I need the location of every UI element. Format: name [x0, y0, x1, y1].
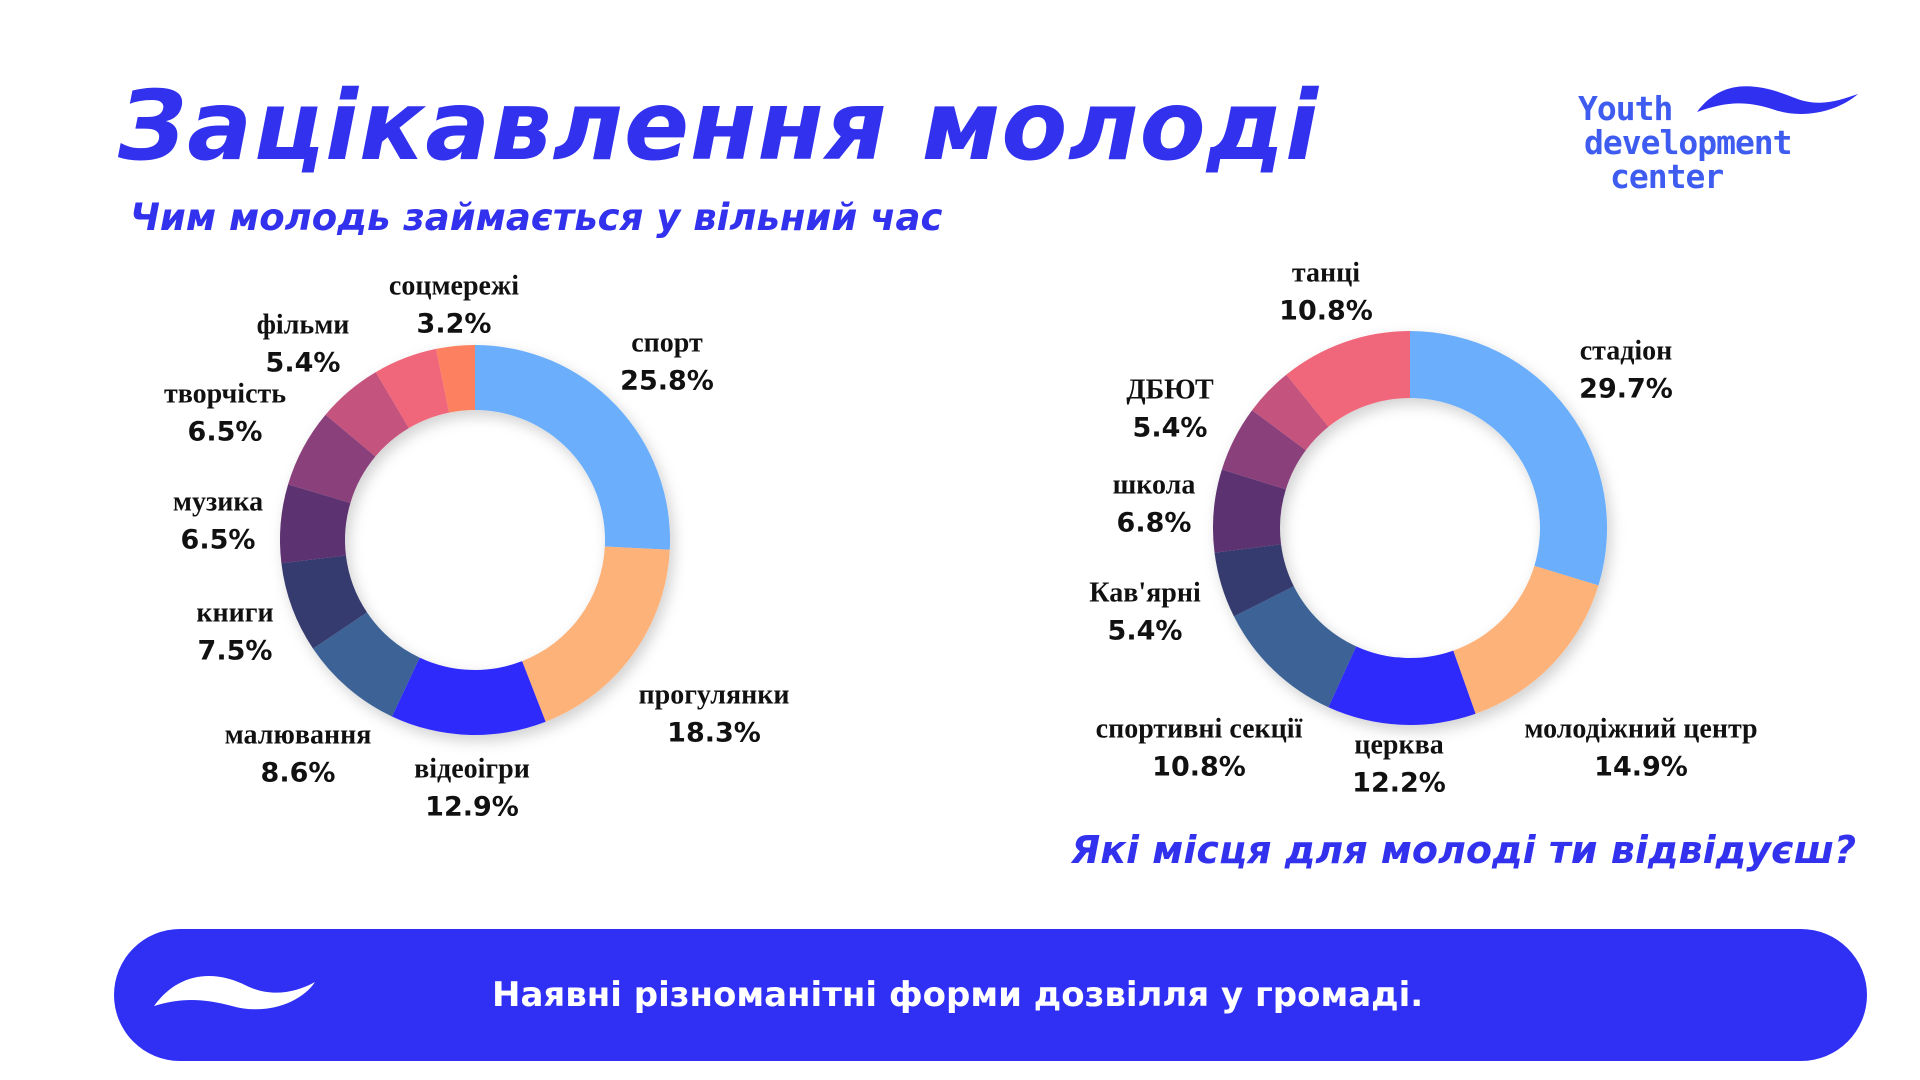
logo-text-line-1: Youth [1578, 89, 1673, 128]
donut-slice-стадіон [1409, 331, 1608, 586]
label-books: книги 7.5% [196, 597, 274, 667]
label-social-media: соцмережі 3.2% [388, 270, 520, 340]
wave-logo-icon [1697, 86, 1858, 115]
label-films: фільми 5.4% [256, 309, 350, 379]
banner-text: Наявні різноманітні форми дозвілля у гро… [492, 975, 1424, 1015]
label-sport-sections: спортивні секції 10.8% [1095, 713, 1303, 783]
logo: Youth development center [1570, 80, 1860, 200]
page-title: Зацікавлення молоді [118, 70, 1319, 182]
donut-slice-молодіжний-центр [1453, 565, 1599, 714]
label-music: музика 6.5% [172, 486, 264, 556]
label-school: школа 6.8% [1112, 469, 1196, 539]
label-videogames: відеоігри 12.9% [414, 753, 530, 823]
places-donut [1212, 331, 1608, 726]
label-cafes: Кав'ярні 5.4% [1089, 577, 1201, 647]
label-dbyut: ДБЮТ 5.4% [1126, 374, 1214, 444]
label-stadium: стадіон 29.7% [1579, 335, 1673, 405]
leisure-donut [280, 345, 670, 735]
donut-slice-фільми [325, 372, 409, 457]
label-walks: прогулянки 18.3% [638, 679, 790, 749]
logo-text-line-2: development [1584, 123, 1793, 162]
label-youth-center: молодіжний центр 14.9% [1524, 713, 1758, 783]
donut-slice-ДБЮТ [1221, 410, 1306, 490]
chart1-subtitle: Чим молодь займається у вільний час [130, 196, 943, 239]
donut-slice-відеоігри [391, 657, 546, 735]
donut-slice-музика [280, 484, 351, 564]
conclusion-banner: Наявні різноманітні форми дозвілля у гро… [114, 929, 1867, 1061]
donut-slice-unlabeled [375, 348, 450, 429]
donut-slice-танці [1286, 331, 1410, 427]
donut-slice-Кав'ярні [1214, 544, 1294, 617]
label-creativity: творчість 6.5% [163, 378, 287, 448]
donut-slice-малювання [313, 612, 420, 717]
donut-slice-прогулянки [522, 546, 670, 722]
chart2-title: Які місця для молоді ти відвідуєш? [1070, 828, 1856, 872]
donut-slice-творчість [288, 414, 376, 503]
donut-slice-unlabeled [1252, 374, 1329, 451]
donut-slice-спорт [475, 345, 670, 550]
label-church: церква 12.2% [1352, 729, 1446, 799]
wave-icon [154, 975, 315, 1010]
label-dances: танці 10.8% [1279, 257, 1373, 327]
logo-text-line-3: center [1610, 157, 1724, 196]
donut-slice-соцмережі [436, 345, 475, 413]
donut-slice-книги [281, 555, 368, 649]
donut-slice-школа [1212, 469, 1286, 553]
donut-slice-церква [1328, 646, 1476, 726]
label-sport: спорт 25.8% [620, 327, 714, 397]
label-drawing: малювання 8.6% [224, 719, 372, 789]
donut-slice-спортивні-секції [1233, 586, 1357, 708]
